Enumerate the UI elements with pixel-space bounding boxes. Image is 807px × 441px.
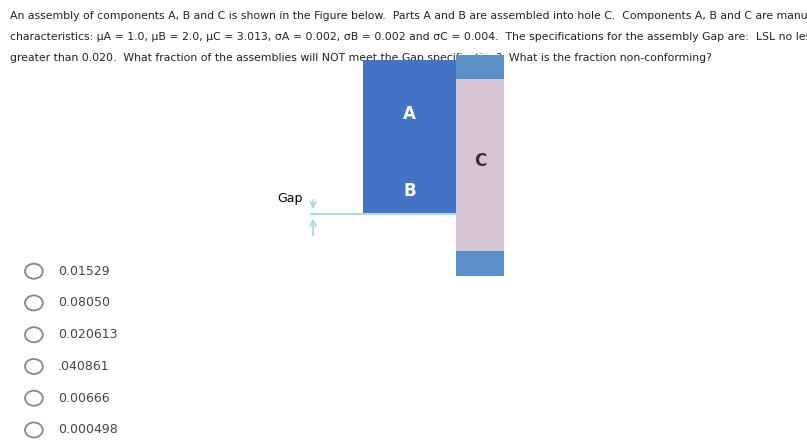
Text: 0.08050: 0.08050 bbox=[58, 296, 110, 310]
Text: greater than 0.020.  What fraction of the assemblies will NOT meet the Gap speci: greater than 0.020. What fraction of the… bbox=[10, 53, 712, 64]
Text: characteristics: μA = 1.0, μB = 2.0, μC = 3.013, σA = 0.002, σB = 0.002 and σC =: characteristics: μA = 1.0, μB = 2.0, μC … bbox=[10, 32, 807, 42]
Bar bbox=[456, 79, 504, 251]
Text: Gap: Gap bbox=[278, 192, 303, 205]
Text: 0.020613: 0.020613 bbox=[58, 328, 118, 341]
Text: 0.000498: 0.000498 bbox=[58, 423, 118, 437]
Bar bbox=[456, 55, 504, 79]
Text: B: B bbox=[404, 182, 416, 200]
Text: 0.01529: 0.01529 bbox=[58, 265, 110, 278]
Bar bbox=[456, 251, 504, 276]
Text: 0.00666: 0.00666 bbox=[58, 392, 110, 405]
Bar bbox=[363, 168, 456, 214]
Text: An assembly of components A, B and C is shown in the Figure below.  Parts A and : An assembly of components A, B and C is … bbox=[10, 11, 807, 21]
Text: .040861: .040861 bbox=[58, 360, 110, 373]
Text: C: C bbox=[474, 152, 487, 170]
Bar bbox=[363, 60, 456, 168]
Text: A: A bbox=[404, 105, 416, 123]
